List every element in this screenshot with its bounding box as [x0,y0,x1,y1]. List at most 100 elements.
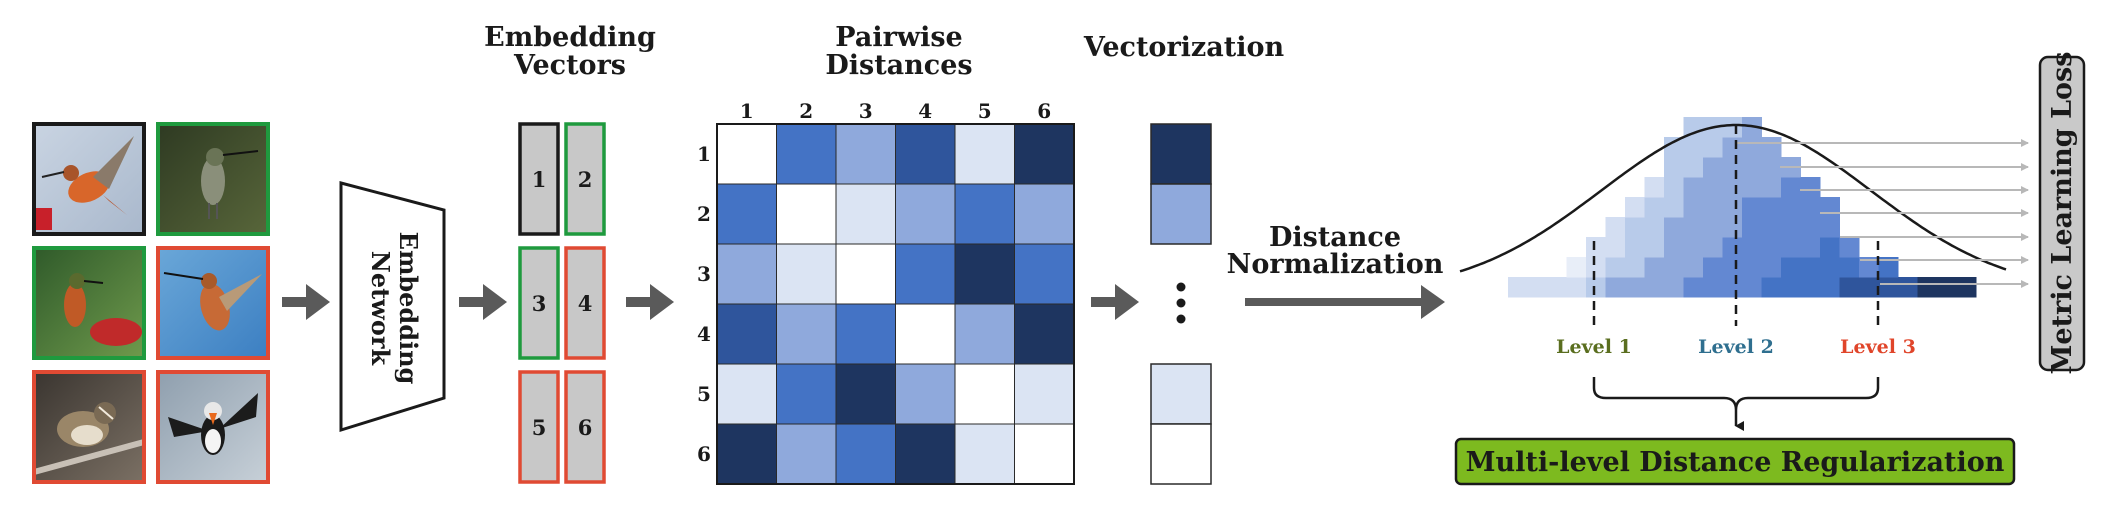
bird-image [32,370,146,484]
distribution-bin [1800,237,1821,258]
distribution-bin [1898,277,1918,298]
distribution-bin [1605,257,1626,278]
distribution-bin [1722,257,1743,278]
distance-normalization-line2: Normalization [1227,249,1444,280]
matrix-col-label: 2 [799,99,813,123]
distribution-bin [1761,257,1782,278]
distribution-bin [1742,237,1762,258]
vector-label: 1 [532,167,547,192]
distribution-bin [1664,197,1684,218]
vectorized-cell [1150,123,1212,185]
distribution-bin [1761,277,1782,298]
distribution-bin [1917,277,1938,298]
distribution-bin [1703,137,1723,158]
distribution-bin [1742,197,1762,218]
distribution-bin [1644,217,1665,238]
matrix-cell [776,303,837,365]
distribution-bin [1742,217,1762,238]
distribution-bin [1722,157,1743,178]
distribution-bin [1683,257,1704,278]
distribution-bin [1761,177,1782,198]
distribution-bin [1761,157,1782,178]
distribution-bin [1605,237,1626,258]
distribution-bin [1644,257,1665,278]
matrix-cell [895,423,956,485]
heading-embedding-vectors-line1: Embedding [484,22,656,53]
matrix-cell [776,423,837,485]
distance-distribution [1459,117,2007,298]
embedding-network: Embedding Network [339,181,446,433]
embedding-vector: 5 [518,370,560,484]
distribution-bin [1722,197,1743,218]
arrow-images-to-network [282,284,330,320]
matrix-cell [776,123,837,185]
matrix-cell [1014,303,1075,365]
vector-label: 5 [532,415,547,440]
embedding-vectors: 1 2 3 4 5 6 [518,122,606,484]
level-label: Level 2 [1698,336,1774,358]
distribution-bin [1742,177,1762,198]
distribution-bin [1625,257,1645,278]
distribution-bin [1781,197,1801,218]
distribution-bin [1644,177,1665,198]
heading-vectorization: Vectorization [1083,32,1285,63]
matrix-col-label: 6 [1037,99,1051,123]
matrix-cell [716,363,777,425]
matrix-cell [716,123,777,185]
bird-image [156,122,270,236]
distribution-bin [1800,277,1821,298]
matrix-cell [954,303,1015,365]
metric-loss-box [2038,55,2086,372]
heading-pairwise-distances-line1: Pairwise [835,22,962,53]
matrix-cell [716,183,777,245]
distribution-bin [1683,277,1704,298]
distribution-bin [1761,217,1782,238]
matrix-cell [716,423,777,485]
distribution-bin [1703,157,1723,178]
embedding-vector: 1 [518,122,560,236]
multi-level-distance-regularization: Multi-level Distance Regularization [1454,437,2016,486]
arrow-normalization [1245,285,1445,319]
distribution-bin [1839,257,1860,278]
distribution-bin [1683,157,1704,178]
matrix-cell [835,243,896,305]
matrix-cell [954,243,1015,305]
distribution-bin [1820,257,1840,278]
levels-brace [1592,377,1880,431]
matrix-cell [954,363,1015,425]
ellipsis-dot [1176,298,1186,308]
distribution-bin [1839,277,1860,298]
arrow-matrix-to-vectorization [1091,284,1139,320]
vectorized-cell [1150,423,1212,485]
distribution-bin [1878,277,1899,298]
distribution-bin [1703,257,1723,278]
distribution-bin [1664,157,1684,178]
matrix-cell [776,183,837,245]
distribution-bin [1683,217,1704,238]
network-label-line1: Embedding [394,232,423,385]
bird-image [156,246,270,360]
distribution-bin [1878,257,1899,278]
distribution-bin [1586,257,1606,278]
matrix-cell [1014,183,1075,245]
distribution-bin [1586,237,1606,258]
distribution-bin [1664,257,1684,278]
heading-embedding-vectors-line2: Vectors [513,50,626,81]
distribution-bin [1547,277,1567,298]
ellipsis-dot [1176,282,1186,292]
matrix-cell [895,303,956,365]
distribution-bin [1820,237,1840,258]
matrix-col-label: 3 [859,99,873,123]
distribution-bin [1703,217,1723,238]
distribution-bin [1800,257,1821,278]
distribution-bin [1722,277,1743,298]
metric-learning-loss: Metric Learning Loss [2038,52,2086,374]
distribution-bin [1566,257,1587,278]
matrix-cell [835,423,896,485]
pairwise-distance-matrix: 1 2 3 4 5 6 1 2 3 4 5 6 [697,99,1075,485]
distribution-bin [1781,217,1801,238]
distribution-bin [1644,197,1665,218]
distribution-bin [1820,277,1840,298]
distribution-bin [1586,277,1606,298]
embedding-vector: 3 [518,246,560,360]
